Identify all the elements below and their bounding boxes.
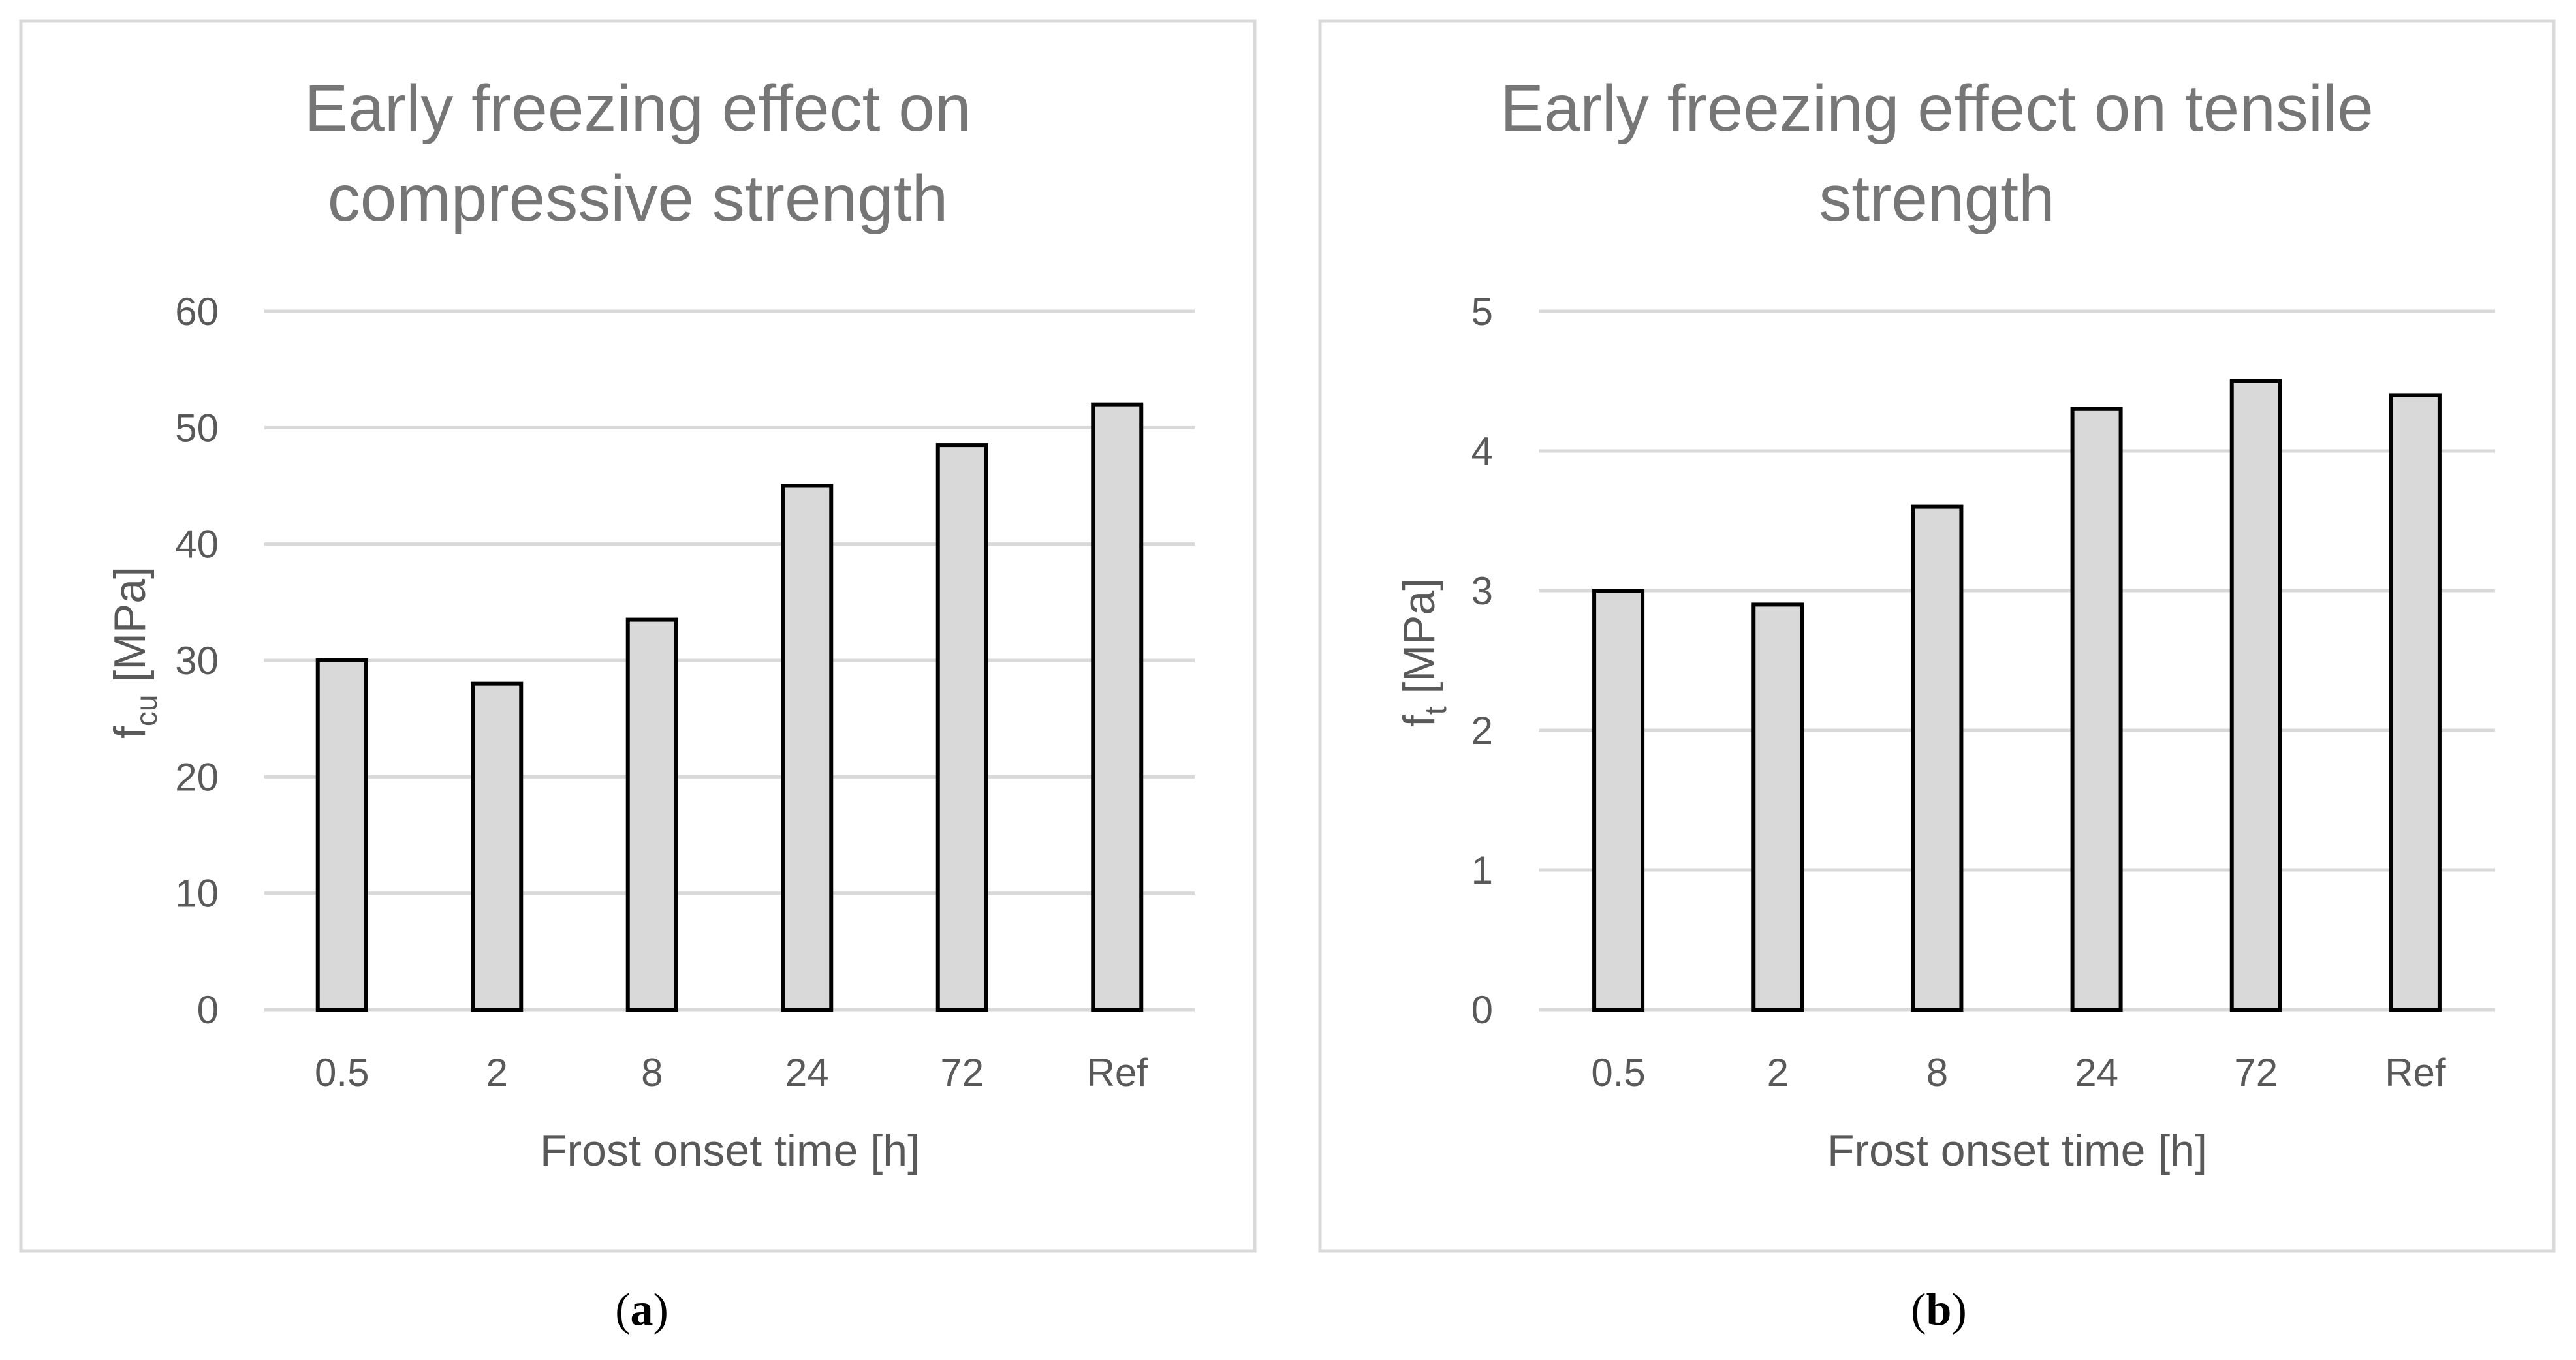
panel-a-x-tick-label: Ref — [1087, 1051, 1148, 1094]
panel-b-title-line-2: strength — [1819, 162, 2054, 235]
panel-a-y-axis-label-subscript: cu — [129, 695, 163, 727]
panel-a-y-tick-label: 30 — [175, 639, 219, 683]
panel-b-bar — [2389, 393, 2442, 1012]
panel-a-bar — [471, 681, 524, 1012]
panel-b-y-tick-label: 4 — [1471, 429, 1493, 473]
panel-a-x-tick-label: 8 — [641, 1051, 663, 1094]
panel-a-y-tick-label: 0 — [197, 988, 219, 1032]
panel-b-bars — [1592, 379, 2442, 1012]
caption-b: (b) — [1911, 1285, 1967, 1335]
panel-a-x-tick-label: 2 — [486, 1051, 508, 1094]
panel-b-gridlines — [1539, 309, 2495, 1012]
panel-a-bar — [1091, 402, 1144, 1012]
panel-b-bar — [1592, 589, 1645, 1012]
panel-b-bar — [1911, 504, 1964, 1012]
caption-b-close: ) — [1951, 1285, 1966, 1335]
panel-a-bar — [781, 484, 834, 1012]
panel-a-title-line-2: compressive strength — [328, 162, 948, 235]
panel-b-y-tick-label: 2 — [1471, 709, 1493, 752]
panel-a-y-ticks: 0 10 20 30 40 50 60 — [175, 290, 219, 1032]
panel-b-y-tick-label: 0 — [1471, 988, 1493, 1032]
panel-b-x-tick-label: Ref — [2385, 1051, 2446, 1094]
panel-b-y-axis-label-unit: [MPa] — [1394, 578, 1444, 707]
panel-b-x-tick-label: 72 — [2234, 1051, 2278, 1094]
panel-a: Early freezing effect on compressive str… — [19, 19, 1257, 1253]
panel-b-x-tick-label: 0.5 — [1591, 1051, 1645, 1094]
caption-a-letter: a — [631, 1285, 653, 1335]
panel-a-x-tick-label: 72 — [940, 1051, 984, 1094]
panel-a-gridlines — [264, 309, 1195, 1012]
panel-a-y-tick-label: 40 — [175, 523, 219, 566]
panel-a-x-ticks: 0.5 2 8 24 72 Ref — [315, 1051, 1148, 1094]
panel-a-y-axis-label-unit: [MPa] — [105, 566, 155, 695]
panel-b-x-tick-label: 8 — [1926, 1051, 1948, 1094]
panel-b-y-axis-label-symbol: f — [1394, 715, 1444, 727]
panel-b-x-tick-label: 2 — [1767, 1051, 1789, 1094]
caption-b-open: ( — [1911, 1285, 1926, 1335]
panel-b: Early freezing effect on tensile strengt… — [1318, 19, 2556, 1253]
panel-b-y-axis-label: ft [MPa] — [1394, 578, 1453, 727]
panel-b-y-axis-label-subscript: t — [1419, 706, 1453, 715]
panel-a-title-line-1: Early freezing effect on — [305, 72, 971, 145]
panel-a-y-axis-label: fcu [MPa] — [105, 566, 163, 739]
panel-b-title-line-1: Early freezing effect on tensile — [1500, 72, 2374, 145]
caption-a-open: ( — [615, 1285, 630, 1335]
panel-b-bar — [2070, 407, 2123, 1012]
panel-b-bar — [2229, 379, 2282, 1012]
panel-a-x-axis-label: Frost onset time [h] — [540, 1126, 920, 1175]
panel-a-y-axis-label-symbol: f — [105, 726, 155, 739]
caption-a-close: ) — [653, 1285, 668, 1335]
panel-a-x-tick-label: 24 — [785, 1051, 829, 1094]
panel-b-y-tick-label: 3 — [1471, 569, 1493, 613]
panel-b-bar — [1751, 602, 1804, 1012]
panel-a-bar — [935, 443, 988, 1012]
panel-a-y-tick-label: 60 — [175, 290, 219, 333]
panel-b-y-tick-label: 5 — [1471, 290, 1493, 333]
caption-b-letter: b — [1926, 1285, 1952, 1335]
panel-b-y-ticks: 0 1 2 3 4 5 — [1471, 290, 1493, 1032]
panel-a-y-tick-label: 10 — [175, 872, 219, 916]
panel-a-x-tick-label: 0.5 — [315, 1051, 369, 1094]
panel-a-bar — [315, 658, 368, 1012]
panel-b-x-axis-label: Frost onset time [h] — [1827, 1126, 2207, 1175]
panel-a-bar — [625, 617, 678, 1012]
panel-a-bars — [315, 402, 1144, 1012]
panel-b-x-ticks: 0.5 2 8 24 72 Ref — [1591, 1051, 2446, 1094]
panel-b-x-tick-label: 24 — [2075, 1051, 2118, 1094]
panel-a-y-tick-label: 50 — [175, 406, 219, 450]
caption-a: (a) — [615, 1285, 668, 1335]
panel-b-y-tick-label: 1 — [1471, 848, 1493, 892]
panel-a-y-tick-label: 20 — [175, 755, 219, 799]
